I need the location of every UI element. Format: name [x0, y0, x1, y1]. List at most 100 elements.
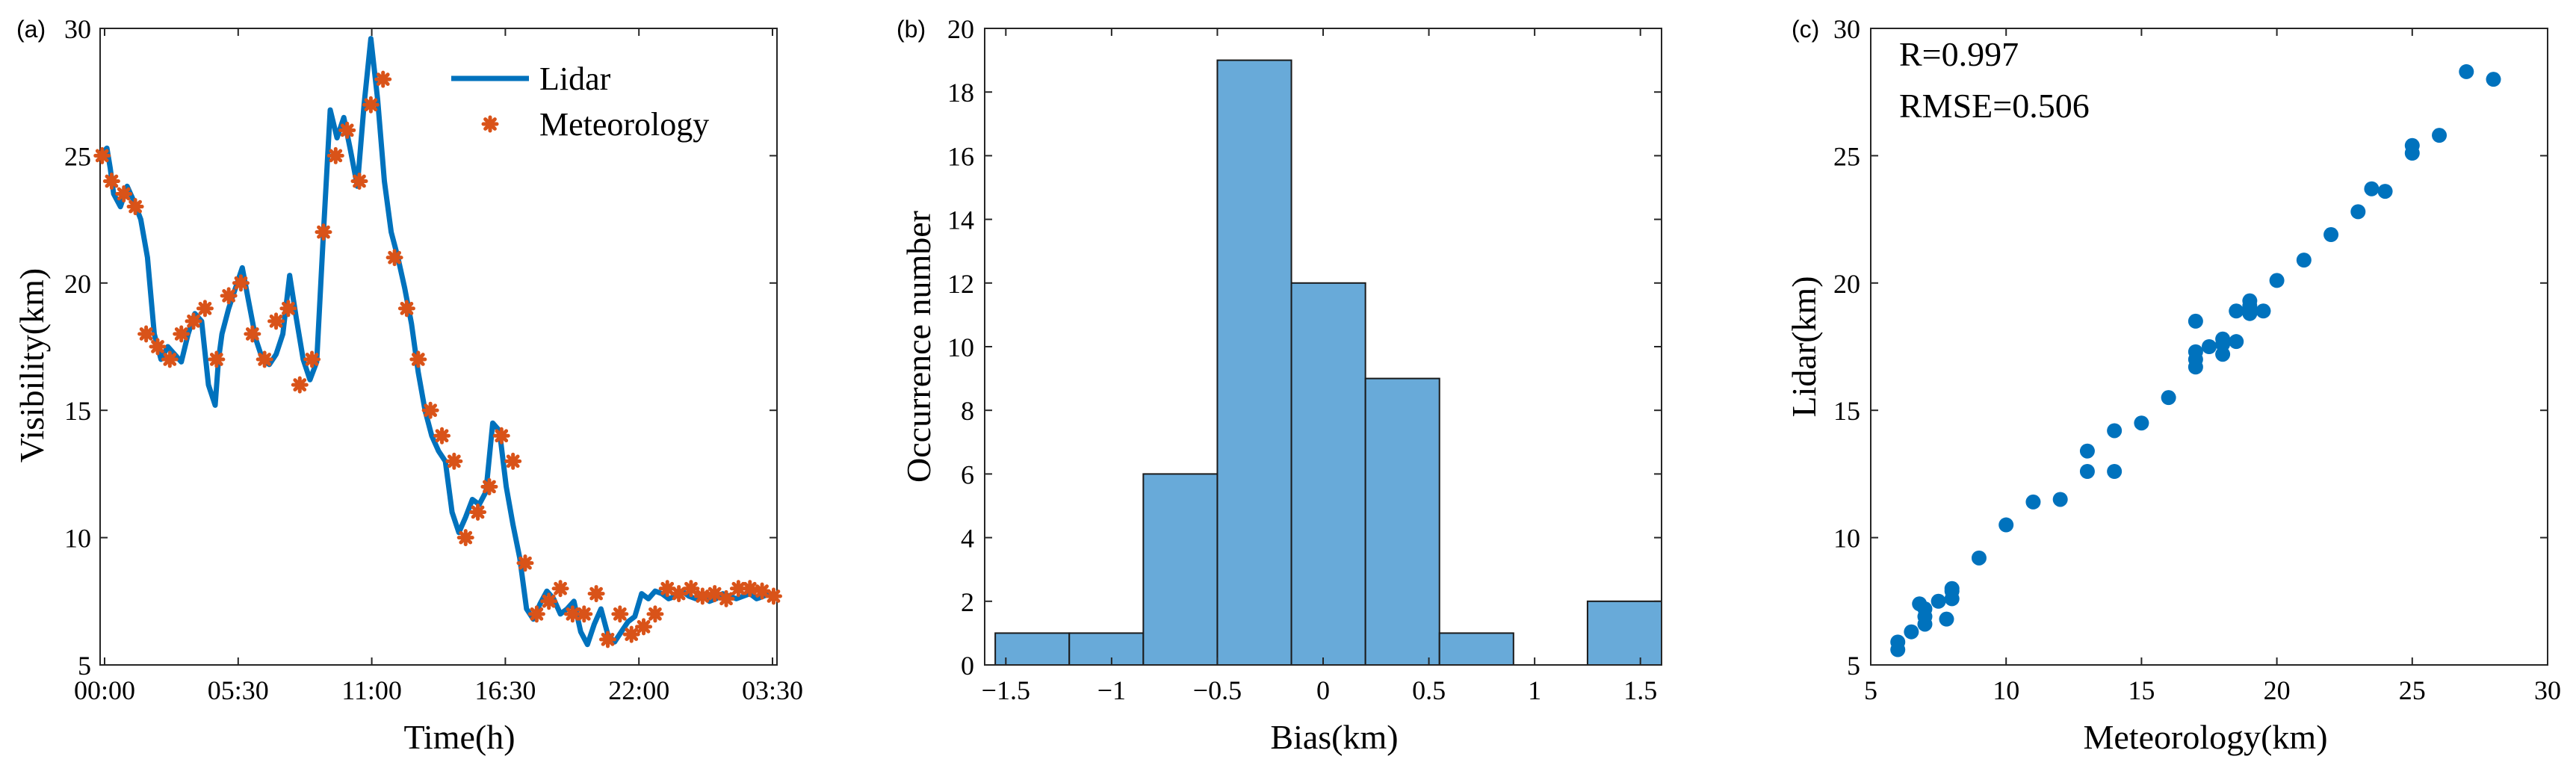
marker-core [108, 177, 116, 185]
marker-core [212, 356, 220, 364]
scatter-point [2269, 273, 2285, 288]
scatter-point [2229, 334, 2244, 350]
histogram-bar [1290, 282, 1366, 666]
meteorology-point [717, 589, 735, 607]
marker-core [687, 584, 695, 592]
panel-a-visibility-time-series: (a) 5 10 15 20 25 30 00:00 05:30 11:00 16:30 22:00… [13, 14, 803, 756]
panel-c-axes-box [1870, 28, 2548, 666]
marker-core [284, 304, 292, 312]
y-tick-label: 16 [947, 141, 974, 171]
panel-c-label: (c) [1792, 16, 1819, 43]
annotation-rmse-value: RMSE=0.506 [1899, 87, 2090, 125]
marker-core [142, 329, 150, 338]
y-tick-label: 10 [947, 332, 974, 362]
scatter-point [1917, 601, 1933, 617]
marker-core [569, 610, 577, 618]
marker-core [746, 584, 754, 592]
y-tick-label: 10 [64, 524, 91, 554]
meteorology-point [469, 504, 487, 521]
meteorology-point [456, 529, 474, 547]
meteorology-point [137, 325, 155, 343]
meteorology-point [741, 580, 759, 598]
meteorology-point [575, 605, 593, 623]
panel-c-x-axis-label: Meteorology(km) [2083, 718, 2327, 756]
meteorology-point [599, 631, 616, 648]
marker-core [604, 635, 612, 643]
x-tick-label: 0.5 [1412, 675, 1446, 705]
panel-a-label: (a) [16, 16, 46, 43]
meteorology-point [115, 185, 133, 203]
x-tick-label: 05:30 [208, 675, 269, 705]
panel-b-y-axis-label: Occurrence number [900, 211, 938, 483]
y-tick-label: 2 [961, 587, 974, 617]
y-tick-label: 6 [961, 459, 974, 489]
marker-core [272, 317, 280, 325]
meteorology-point [279, 300, 297, 318]
x-tick-label: 0 [1316, 675, 1330, 705]
marker-core [261, 356, 269, 364]
meteorology-point [350, 172, 368, 190]
marker-core [770, 592, 778, 600]
y-tick-label: 25 [1833, 141, 1860, 171]
marker-core [592, 589, 601, 598]
x-tick-label: 25 [2399, 675, 2426, 705]
marker-core [166, 356, 174, 364]
marker-core [450, 457, 458, 465]
x-tick-label: −1 [1097, 675, 1126, 705]
marker-core [640, 622, 648, 631]
marker-core [663, 584, 672, 592]
meteorology-point [445, 452, 463, 470]
marker-core [131, 202, 140, 211]
x-tick-label: −1.5 [982, 675, 1030, 705]
meteorology-point [753, 582, 771, 600]
meteorology-point [93, 146, 111, 164]
meteorology-point [256, 350, 273, 368]
marker-core [296, 381, 304, 389]
histogram-bar [1142, 473, 1219, 666]
y-tick-label: 15 [1833, 396, 1860, 426]
scatter-point [2202, 339, 2217, 354]
panel-b-label: (b) [897, 16, 926, 43]
y-tick-label: 0 [961, 651, 974, 681]
y-tick-label: 12 [947, 269, 974, 299]
marker-core [628, 631, 636, 639]
marker-core [343, 126, 351, 134]
marker-core [225, 291, 233, 300]
y-tick-label: 20 [1833, 269, 1860, 299]
meteorology-point [670, 585, 688, 603]
scatter-point [2107, 463, 2123, 479]
marker-core [403, 304, 411, 312]
scatter-point [1890, 634, 1906, 650]
panel-a-x-axis-label: Time(h) [403, 718, 515, 756]
meteorology-point [208, 350, 226, 368]
histogram-bar [1438, 632, 1514, 666]
meteorology-point [149, 338, 167, 356]
meteorology-point [220, 287, 238, 305]
meteorology-point [646, 605, 664, 623]
y-tick-label: 10 [1833, 524, 1860, 554]
y-tick-label: 25 [64, 141, 91, 171]
scatter-point [2161, 390, 2176, 406]
marker-core [190, 317, 198, 325]
x-tick-label: 11:00 [341, 675, 402, 705]
y-tick-label: 20 [64, 269, 91, 299]
meteorology-point [764, 587, 782, 605]
x-tick-label: 30 [2534, 675, 2561, 705]
marker-core [438, 432, 446, 440]
y-tick-label: 14 [947, 205, 974, 235]
annotation-r-value: R=0.997 [1899, 35, 2019, 73]
marker-core [651, 610, 659, 618]
meteorology-point [291, 376, 309, 394]
meteorology-point [374, 70, 392, 88]
marker-core [237, 279, 245, 287]
marker-core [533, 610, 541, 618]
scatter-point [1971, 550, 1987, 566]
meteorology-point [563, 605, 581, 623]
meteorology-point [504, 452, 522, 470]
meteorology-point [102, 172, 120, 190]
meteorology-point [611, 605, 629, 623]
legend-meteorology-marker-icon [481, 115, 499, 133]
meteorology-point [693, 587, 711, 605]
scatter-point [1944, 581, 1960, 596]
marker-core [485, 483, 493, 491]
